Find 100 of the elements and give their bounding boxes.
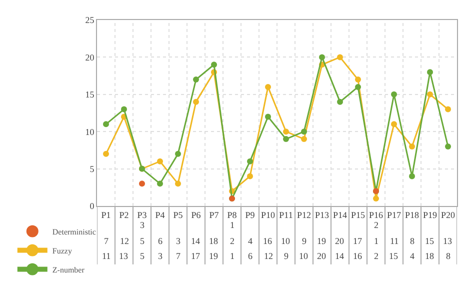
point	[391, 121, 397, 128]
data-label: 8	[410, 236, 415, 246]
point	[337, 54, 343, 60]
x-tick-label: P16	[368, 210, 384, 220]
point	[157, 180, 163, 187]
data-label: 14	[335, 251, 344, 261]
data-label: 9	[284, 251, 289, 261]
point	[355, 76, 361, 83]
x-tick-label: P8	[227, 210, 238, 220]
data-label: 14	[191, 236, 200, 246]
point	[427, 91, 433, 98]
data-label: 2	[230, 236, 234, 246]
data-label: 1	[230, 220, 234, 230]
data-label: 13	[119, 251, 128, 261]
x-tick-label: P10	[260, 210, 276, 220]
data-label: 9	[302, 236, 307, 246]
data-label: 1	[374, 236, 378, 246]
x-tick-label: P14	[332, 210, 348, 220]
x-tick-label: P6	[191, 210, 202, 220]
point	[409, 143, 415, 150]
point	[211, 62, 217, 68]
y-tick-label: 15	[85, 90, 95, 100]
x-tick-label: P17	[386, 210, 402, 220]
x-tick-label: P18	[404, 210, 420, 220]
data-label: 19	[317, 236, 326, 246]
point	[265, 114, 271, 120]
data-label: 11	[102, 251, 111, 261]
data-label: 10	[281, 236, 290, 246]
data-label: 15	[389, 251, 398, 261]
data-label: 6	[248, 251, 253, 261]
data-label: 3	[158, 251, 163, 261]
point	[409, 173, 415, 180]
point	[283, 136, 289, 142]
data-label: 15	[425, 236, 434, 246]
point	[301, 136, 307, 142]
data-label: 17	[191, 251, 200, 261]
data-label: 20	[317, 251, 326, 261]
data-label: 12	[120, 236, 129, 246]
data-label: 4	[248, 236, 253, 246]
point	[319, 54, 325, 60]
data-label: 18	[209, 236, 218, 246]
point	[175, 150, 181, 157]
point	[265, 84, 271, 90]
point	[193, 76, 199, 83]
data-label: 6	[158, 236, 163, 246]
point	[301, 128, 307, 135]
x-tick-label: P12	[296, 210, 312, 220]
point	[157, 158, 163, 164]
y-tick-label: 0	[90, 201, 95, 212]
point	[247, 173, 253, 180]
point	[103, 150, 109, 157]
y-tick-label: 25	[85, 15, 95, 26]
data-label: 2	[374, 251, 378, 261]
point	[373, 196, 379, 202]
point	[355, 84, 361, 90]
data-label: 3	[176, 236, 181, 246]
legend-label: Fuzzy	[52, 246, 72, 256]
y-tick-label: 20	[85, 52, 95, 62]
data-label: 3	[140, 220, 145, 230]
y-tick-label: 10	[85, 126, 95, 137]
data-label: 16	[353, 251, 362, 261]
x-tick-label: P13	[314, 210, 330, 220]
data-label: 4	[410, 251, 415, 261]
point	[337, 98, 343, 105]
data-label: 20	[335, 236, 344, 246]
point	[247, 158, 253, 164]
data-label: 11	[390, 236, 399, 246]
data-label: 19	[209, 251, 218, 261]
point	[193, 98, 199, 105]
y-tick-label: 5	[90, 164, 95, 174]
point	[391, 91, 397, 98]
data-label: 10	[299, 251, 308, 261]
data-label: 17	[353, 236, 362, 246]
x-tick-label: P7	[209, 210, 220, 220]
point	[121, 106, 127, 112]
x-tick-label: P4	[155, 210, 166, 220]
data-label: 8	[446, 251, 451, 261]
legend-label: Deterministic	[52, 227, 96, 236]
x-tick-label: P19	[422, 210, 438, 220]
data-label: 18	[425, 251, 434, 261]
x-tick-label: P3	[137, 210, 148, 220]
point	[445, 143, 451, 150]
x-tick-label: P2	[119, 210, 129, 220]
point	[445, 106, 451, 112]
point	[283, 128, 289, 135]
point	[103, 121, 109, 128]
x-tick-label: P20	[440, 210, 456, 220]
point	[139, 180, 145, 187]
data-label: 5	[140, 236, 145, 246]
legend-label: Z-number	[52, 265, 85, 274]
data-label: 12	[264, 251, 273, 261]
data-label: 13	[443, 236, 452, 246]
x-tick-label: P9	[245, 210, 256, 220]
data-label: 7	[176, 251, 181, 261]
data-label: 7	[104, 236, 109, 246]
x-tick-label: P11	[279, 210, 293, 220]
data-label: 16	[263, 236, 272, 246]
data-label: 2	[374, 220, 378, 230]
data-label: 1	[230, 251, 234, 261]
x-tick-label: P15	[350, 210, 366, 220]
